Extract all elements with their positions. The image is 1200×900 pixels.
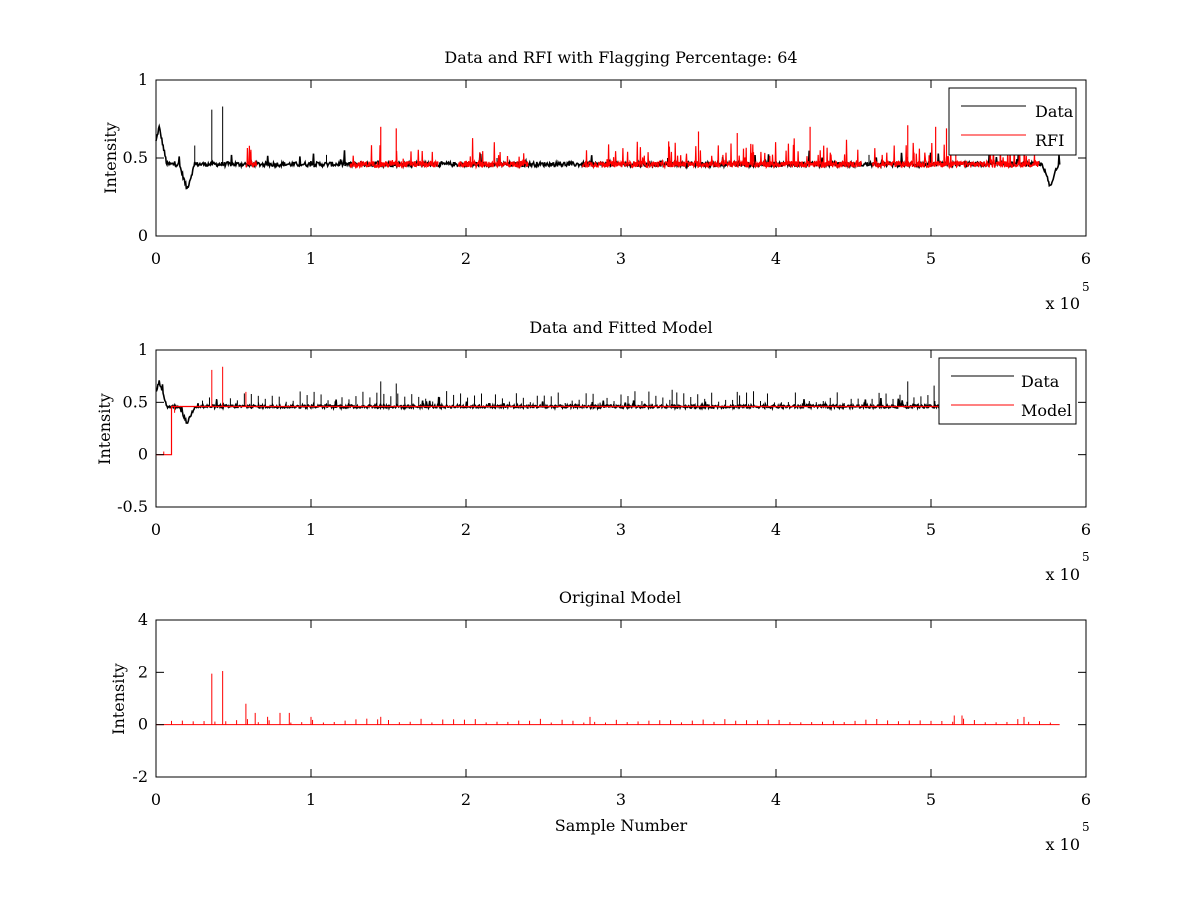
- subplot-2: Data and Fitted Model 0 1 2 3 4 5 6-0.500.51 I…: [95, 318, 1091, 584]
- subplot-3-exponent-base: x 10: [1046, 835, 1080, 854]
- x-tick-label: 6: [1081, 520, 1091, 539]
- rfi-trace: [581, 138, 862, 170]
- x-tick-label: 5: [926, 790, 936, 809]
- x-tick-label: 4: [771, 520, 781, 539]
- subplot-2-ticks: 0 1 2 3 4 5 6-0.500.51: [117, 340, 1091, 539]
- x-tick-label: 2: [461, 520, 471, 539]
- x-tick-label: 5: [926, 249, 936, 268]
- rfi-trace: [871, 139, 1040, 170]
- y-tick-label: 0.5: [123, 392, 148, 411]
- x-tick-label: 0: [151, 790, 161, 809]
- y-tick-label: 0: [138, 226, 148, 245]
- subplot-2-legend: Data Model: [938, 357, 1077, 425]
- subplot-3-xlabel: Sample Number: [555, 816, 688, 835]
- subplot-1-exponent-base: x 10: [1046, 294, 1080, 313]
- subplot-2-exponent-base: x 10: [1046, 565, 1080, 584]
- x-tick-label: 0: [151, 520, 161, 539]
- data-trace: [155, 380, 1061, 424]
- x-tick-label: 6: [1081, 249, 1091, 268]
- rfi-trace: [457, 138, 529, 170]
- x-tick-label: 3: [616, 520, 626, 539]
- y-tick-label: 0.5: [123, 148, 148, 167]
- x-tick-label: 2: [461, 790, 471, 809]
- subplot-2-title: Data and Fitted Model: [529, 318, 712, 337]
- x-tick-label: 1: [306, 790, 316, 809]
- subplot-1-ticks: 0 1 2 3 4 5 6 0 0.5 1: [123, 70, 1092, 268]
- subplot-1-legend: Data RFI: [948, 87, 1077, 156]
- subplot-1: Data and RFI with Flagging Percentage: 6…: [101, 48, 1091, 313]
- rfi-trace: [245, 145, 258, 169]
- subplot-3-traces: [156, 671, 1060, 726]
- subplot-2-exponent-power: 5: [1082, 550, 1090, 564]
- y-tick-label: 1: [138, 340, 148, 359]
- legend-label-model: Model: [1021, 401, 1072, 420]
- y-tick-label: -2: [132, 767, 148, 786]
- x-tick-label: 2: [461, 249, 471, 268]
- legend-box: [948, 87, 1077, 156]
- x-tick-label: 3: [616, 249, 626, 268]
- x-tick-label: 6: [1081, 790, 1091, 809]
- x-tick-label: 4: [771, 249, 781, 268]
- x-tick-label: 3: [616, 790, 626, 809]
- rfi-trace: [349, 145, 439, 170]
- subplot-3-exponent-power: 5: [1082, 820, 1090, 834]
- subplot-3-title: Original Model: [559, 588, 681, 607]
- subplot-1-traces: [155, 106, 1061, 190]
- x-tick-label: 5: [926, 520, 936, 539]
- subplot-1-title: Data and RFI with Flagging Percentage: 6…: [444, 48, 797, 67]
- x-tick-label: 4: [771, 790, 781, 809]
- legend-label-rfi: RFI: [1035, 131, 1064, 150]
- legend-label-data: Data: [1021, 372, 1060, 391]
- subplot-1-ylabel: Intensity: [101, 122, 120, 194]
- subplot-3-ylabel: Intensity: [109, 663, 128, 735]
- y-tick-label: 1: [138, 70, 148, 89]
- y-tick-label: 2: [138, 662, 148, 681]
- y-tick-label: -0.5: [117, 497, 148, 516]
- legend-box: [938, 357, 1077, 425]
- subplot-1-exponent-power: 5: [1082, 280, 1090, 294]
- y-tick-label: 0: [138, 445, 148, 464]
- x-tick-label: 1: [306, 520, 316, 539]
- x-tick-label: 0: [151, 249, 161, 268]
- y-tick-label: 0: [138, 715, 148, 734]
- y-tick-label: 4: [138, 610, 148, 629]
- subplot-2-ylabel: Intensity: [95, 393, 114, 465]
- legend-label-data: Data: [1035, 102, 1074, 121]
- x-tick-label: 1: [306, 249, 316, 268]
